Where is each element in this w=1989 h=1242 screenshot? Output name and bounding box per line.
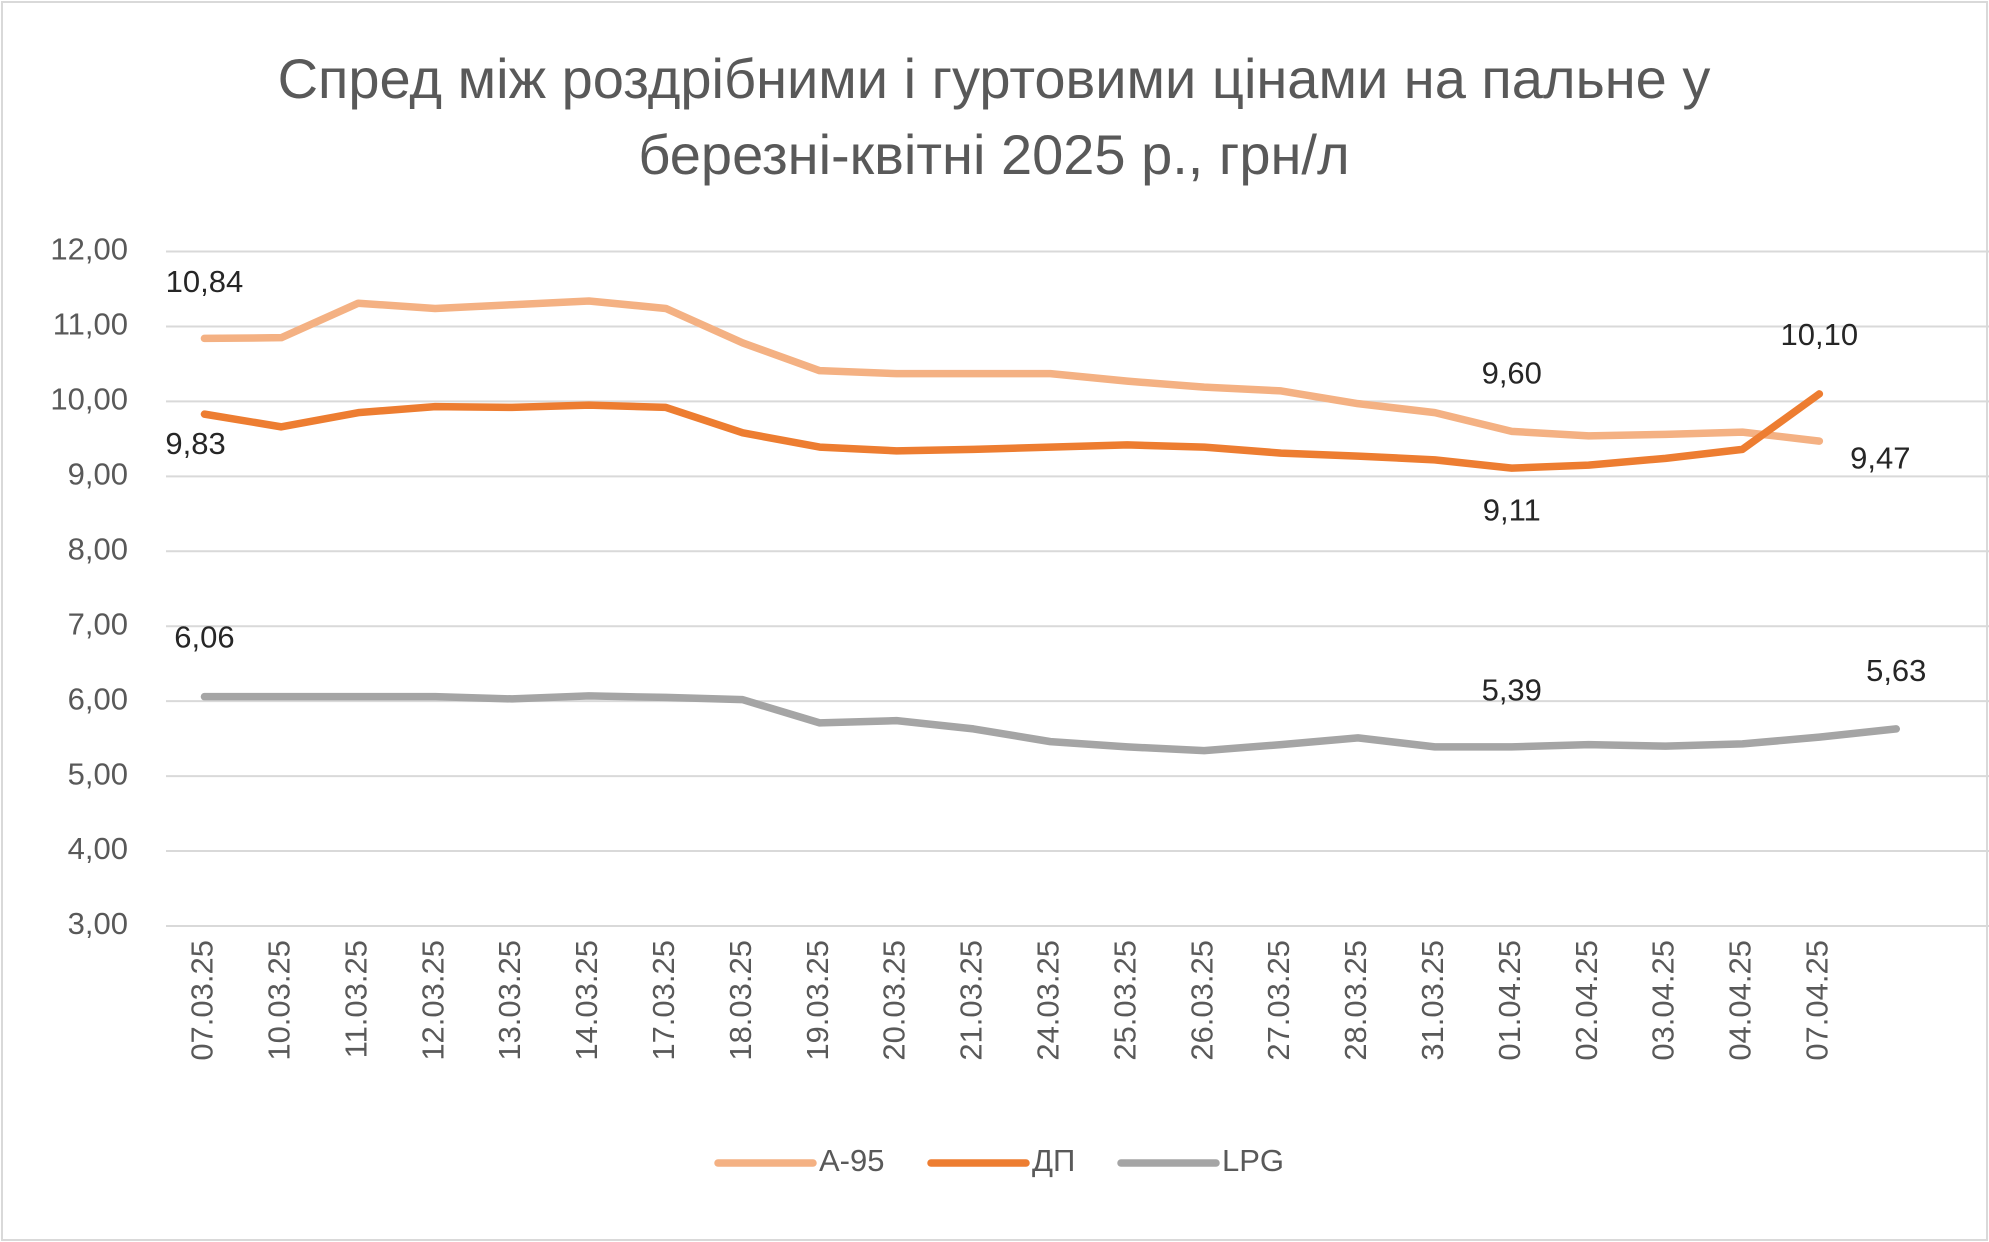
data-label: 5,39 <box>1482 672 1542 707</box>
x-tick-label: 31.03.25 <box>1415 940 1450 1061</box>
data-label: 6,06 <box>174 620 234 655</box>
data-line <box>200 297 1824 445</box>
data-label: 9,11 <box>1483 493 1541 528</box>
x-tick-label: 01.04.25 <box>1492 940 1527 1061</box>
legend-label: LPG <box>1222 1143 1284 1178</box>
y-tick-label: 4,00 <box>68 831 128 866</box>
x-tick-label: 11.03.25 <box>338 940 373 1058</box>
x-tick-label: 10.03.25 <box>262 940 297 1061</box>
y-tick-label: 11,00 <box>53 307 128 342</box>
x-tick-label: 03.04.25 <box>1646 940 1681 1061</box>
chart-title: Спред між роздрібними і гуртовими цінами… <box>278 47 1711 110</box>
data-line <box>200 390 1824 472</box>
data-label: 5,63 <box>1866 653 1926 688</box>
x-tick-label: 07.03.25 <box>185 940 220 1061</box>
x-tick-label: 27.03.25 <box>1261 940 1296 1061</box>
y-tick-label: 9,00 <box>68 457 128 492</box>
x-tick-label: 17.03.25 <box>646 940 681 1061</box>
y-tick-label: 8,00 <box>68 531 128 566</box>
x-tick-label: 20.03.25 <box>877 940 912 1061</box>
legend-label: А-95 <box>819 1143 884 1178</box>
x-tick-label: 19.03.25 <box>800 940 835 1061</box>
x-tick-label: 18.03.25 <box>723 940 758 1061</box>
data-label: 10,84 <box>166 264 244 299</box>
x-tick-label: 24.03.25 <box>1031 940 1066 1061</box>
y-tick-label: 3,00 <box>68 906 128 941</box>
x-tick-label: 28.03.25 <box>1338 940 1373 1061</box>
x-tick-label: 04.04.25 <box>1723 940 1758 1061</box>
x-tick-label: 14.03.25 <box>569 940 604 1061</box>
y-tick-label: 12,00 <box>50 232 128 267</box>
y-tick-label: 6,00 <box>68 681 128 716</box>
y-tick-label: 7,00 <box>68 606 128 641</box>
x-tick-label: 13.03.25 <box>492 940 527 1061</box>
x-tick-label: 21.03.25 <box>954 940 989 1061</box>
x-tick-label: 12.03.25 <box>415 940 450 1061</box>
y-tick-label: 5,00 <box>68 756 128 791</box>
x-tick-label: 02.04.25 <box>1569 940 1604 1061</box>
x-tick-label: 25.03.25 <box>1107 940 1142 1061</box>
data-label: 9,60 <box>1482 356 1542 391</box>
data-line <box>200 692 1900 755</box>
data-label: 9,47 <box>1850 440 1910 475</box>
y-tick-label: 10,00 <box>50 382 128 417</box>
data-label: 9,83 <box>165 426 225 461</box>
legend-label: ДП <box>1032 1143 1075 1178</box>
x-tick-label: 07.04.25 <box>1800 940 1835 1061</box>
x-tick-label: 26.03.25 <box>1184 940 1219 1061</box>
data-label: 10,10 <box>1781 317 1859 352</box>
chart-title: березні-квітні 2025 р., грн/л <box>638 123 1349 186</box>
